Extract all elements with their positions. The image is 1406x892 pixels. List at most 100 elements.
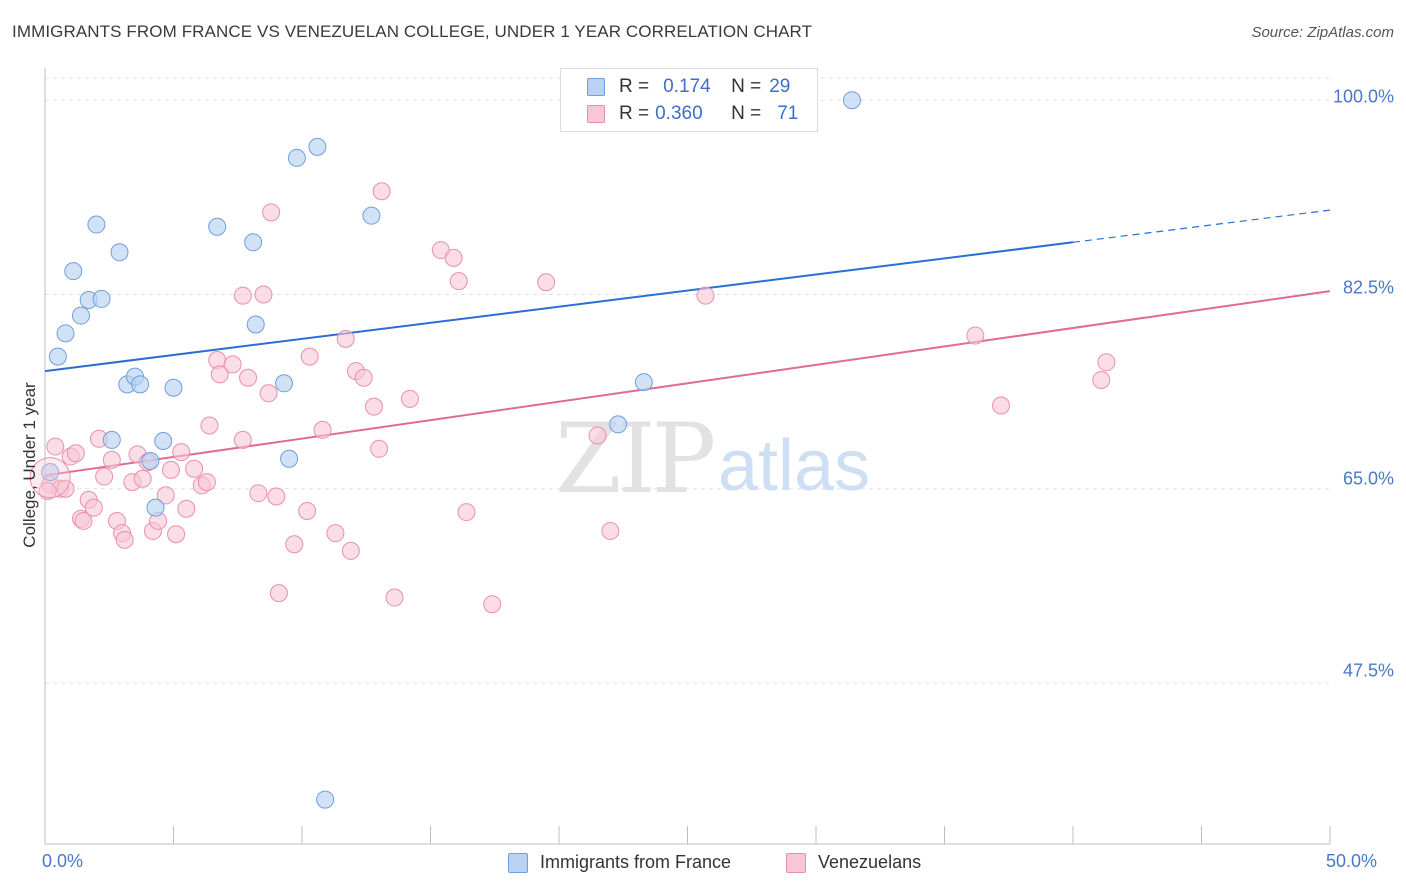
data-points bbox=[29, 91, 1116, 809]
point-venezuelans bbox=[385, 588, 404, 607]
y-tick-47-5: 47.5% bbox=[1342, 660, 1394, 681]
point-france bbox=[146, 498, 165, 517]
point-venezuelans bbox=[1097, 353, 1116, 372]
point-venezuelans bbox=[313, 420, 332, 439]
point-venezuelans bbox=[444, 248, 463, 267]
point-venezuelans bbox=[66, 444, 85, 463]
point-venezuelans bbox=[210, 365, 229, 384]
point-france bbox=[244, 233, 263, 252]
legend-n-label: N = bbox=[731, 76, 762, 97]
legend-swatch-pink bbox=[587, 105, 605, 123]
point-venezuelans bbox=[172, 443, 191, 462]
point-venezuelans bbox=[483, 595, 502, 614]
point-france bbox=[246, 315, 265, 334]
point-france bbox=[92, 289, 111, 308]
y-tick-65: 65.0% bbox=[1342, 468, 1394, 489]
legend-row-venezuelans: R = 0.360 N = 71 bbox=[587, 102, 798, 126]
point-venezuelans bbox=[233, 286, 252, 305]
bottom-legend-swatch-pink bbox=[786, 852, 806, 873]
axes bbox=[44, 68, 1331, 845]
point-france bbox=[208, 217, 227, 236]
point-venezuelans bbox=[449, 272, 468, 291]
point-france bbox=[56, 324, 75, 343]
point-france bbox=[275, 374, 294, 393]
point-france bbox=[164, 378, 183, 397]
point-venezuelans bbox=[588, 426, 607, 445]
legend-r-value-france: 0.174 bbox=[663, 76, 711, 97]
legend-n-value-france: 29 bbox=[769, 76, 791, 97]
point-venezuelans bbox=[372, 182, 391, 201]
point-venezuelans bbox=[254, 285, 273, 304]
point-venezuelans bbox=[285, 535, 304, 554]
point-venezuelans bbox=[200, 416, 219, 435]
trend-line-france-extension bbox=[1072, 209, 1331, 243]
point-venezuelans bbox=[38, 481, 57, 500]
point-venezuelans bbox=[56, 479, 75, 498]
point-venezuelans bbox=[341, 541, 360, 560]
point-venezuelans bbox=[161, 460, 180, 479]
bottom-legend-label-france: Immigrants from France bbox=[540, 852, 732, 872]
point-france bbox=[141, 452, 160, 470]
legend-r-label: R = bbox=[619, 76, 650, 97]
point-cluster-large bbox=[29, 457, 71, 499]
point-venezuelans bbox=[269, 584, 288, 603]
trend-lines bbox=[44, 209, 1331, 477]
point-venezuelans bbox=[102, 450, 121, 469]
point-france bbox=[87, 215, 106, 234]
point-venezuelans bbox=[267, 487, 286, 506]
chart-title: IMMIGRANTS FROM FRANCE VS VENEZUELAN COL… bbox=[12, 22, 813, 41]
point-venezuelans bbox=[239, 368, 258, 387]
point-venezuelans bbox=[300, 347, 319, 366]
point-venezuelans bbox=[400, 389, 419, 408]
point-venezuelans bbox=[457, 503, 476, 522]
legend-row-france: R = 0.174 N = 29 bbox=[587, 75, 790, 99]
point-venezuelans bbox=[298, 501, 317, 520]
point-france bbox=[154, 432, 173, 451]
watermark-zip: ZIP bbox=[555, 403, 714, 515]
point-venezuelans bbox=[1092, 370, 1111, 389]
point-venezuelans bbox=[354, 368, 373, 387]
bottom-legend-label-venezuelans: Venezuelans bbox=[818, 852, 922, 872]
point-france bbox=[280, 449, 299, 468]
point-venezuelans bbox=[326, 524, 345, 543]
point-france bbox=[131, 375, 150, 394]
point-france bbox=[842, 91, 861, 110]
point-venezuelans bbox=[177, 499, 196, 518]
point-venezuelans bbox=[537, 273, 556, 292]
point-venezuelans bbox=[233, 430, 252, 449]
point-venezuelans bbox=[364, 397, 383, 416]
point-venezuelans bbox=[197, 473, 216, 492]
point-france bbox=[362, 206, 381, 225]
point-venezuelans bbox=[336, 329, 355, 348]
point-venezuelans bbox=[84, 498, 103, 517]
point-france bbox=[102, 430, 121, 449]
bottom-legend-france: Immigrants from France bbox=[508, 852, 731, 873]
point-venezuelans bbox=[115, 530, 134, 549]
trend-line-venezuelans bbox=[44, 290, 1331, 477]
gridlines bbox=[45, 77, 1330, 684]
point-france bbox=[287, 148, 306, 167]
point-venezuelans bbox=[966, 326, 985, 345]
point-france bbox=[48, 347, 67, 366]
point-venezuelans bbox=[601, 521, 620, 540]
point-venezuelans bbox=[223, 355, 242, 374]
point-venezuelans bbox=[696, 286, 715, 305]
correlation-legend: R = 0.174 N = 29 R = 0.360 N = 71 bbox=[560, 68, 818, 132]
point-venezuelans bbox=[167, 525, 186, 544]
point-venezuelans bbox=[185, 459, 204, 478]
point-venezuelans bbox=[262, 203, 281, 222]
legend-n-label: N = bbox=[731, 103, 762, 124]
point-venezuelans bbox=[259, 384, 278, 403]
bottom-legend-swatch-blue bbox=[508, 852, 528, 873]
point-venezuelans bbox=[46, 437, 65, 456]
point-france bbox=[609, 415, 628, 434]
point-france bbox=[110, 243, 129, 262]
legend-n-value-venezuelans: 71 bbox=[777, 103, 799, 124]
watermark-atlas: atlas bbox=[718, 426, 870, 506]
x-tick-min: 0.0% bbox=[42, 851, 84, 871]
point-venezuelans bbox=[992, 396, 1011, 415]
point-venezuelans bbox=[249, 484, 268, 503]
point-france bbox=[41, 463, 60, 482]
point-venezuelans bbox=[133, 469, 152, 488]
